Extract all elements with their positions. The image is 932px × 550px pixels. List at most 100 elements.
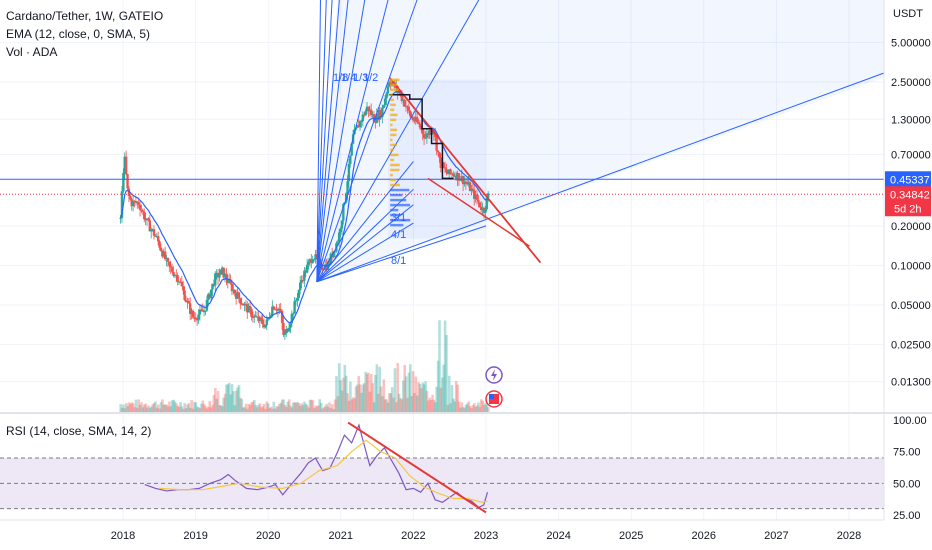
candle-body bbox=[176, 275, 179, 282]
volume-bar bbox=[145, 407, 149, 413]
candle-body bbox=[236, 292, 239, 299]
candle-body bbox=[166, 258, 170, 262]
fan-ratio-label: 3/1 bbox=[391, 212, 406, 224]
candle-body bbox=[200, 309, 203, 311]
candle-body bbox=[486, 193, 490, 198]
rsi-trendline bbox=[347, 421, 487, 514]
candle-body bbox=[479, 206, 483, 211]
candle-body bbox=[186, 301, 189, 303]
candle-body bbox=[413, 120, 416, 122]
volume-bar bbox=[294, 403, 298, 413]
volume-profile-bar bbox=[390, 103, 396, 107]
candle-body bbox=[385, 93, 388, 99]
candle-body bbox=[243, 303, 246, 306]
candle-body bbox=[356, 125, 359, 128]
volume-bar bbox=[399, 398, 402, 413]
rsi-legend[interactable]: RSI (14, close, SMA, 14, 2) bbox=[6, 424, 152, 438]
rsi-tick-label: 75.00 bbox=[893, 447, 921, 459]
volume-profile-bar bbox=[390, 203, 411, 207]
symbol-legend[interactable]: Cardano/Tether, 1W, GATEIO bbox=[6, 9, 164, 23]
candle-body bbox=[283, 333, 287, 335]
volume-bar bbox=[447, 375, 451, 413]
event-icons[interactable] bbox=[485, 366, 503, 408]
volume-bar bbox=[170, 400, 174, 413]
candle-body bbox=[205, 299, 209, 311]
volume-bar bbox=[404, 376, 408, 413]
candle-body bbox=[251, 316, 255, 318]
candle-body bbox=[266, 317, 270, 320]
candle-body bbox=[138, 204, 142, 210]
volume-bar bbox=[392, 397, 395, 413]
candle-body bbox=[141, 210, 145, 212]
drawings[interactable]: 1/81/41/31/2 3/1 4/1 8/1 bbox=[0, 0, 885, 283]
volume-bar bbox=[468, 406, 472, 413]
time-tick-label: 2023 bbox=[474, 530, 498, 542]
volume-bar bbox=[434, 402, 437, 413]
candle-body bbox=[201, 309, 204, 312]
fan-ratio-label: 8/1 bbox=[391, 255, 406, 267]
volume-bar bbox=[234, 390, 238, 413]
volume-bar bbox=[466, 403, 469, 413]
lightning-icon-glyph bbox=[491, 369, 497, 381]
volume-bar bbox=[197, 407, 200, 413]
candle-body bbox=[194, 317, 197, 320]
volume-bar bbox=[303, 401, 306, 413]
volume-bar bbox=[211, 404, 214, 413]
volume-bar bbox=[396, 363, 400, 413]
candle-body bbox=[187, 301, 190, 304]
candle-body bbox=[279, 309, 282, 311]
volume-bar bbox=[425, 390, 429, 413]
candle-body bbox=[225, 273, 228, 280]
volume-bar bbox=[356, 384, 359, 413]
candle-body bbox=[457, 173, 461, 181]
candle-body bbox=[211, 283, 214, 290]
candle-body bbox=[436, 150, 440, 153]
volume-bar bbox=[168, 401, 171, 413]
volume-bar bbox=[289, 405, 292, 413]
volume-profile-bar bbox=[390, 138, 393, 142]
volume-bar bbox=[411, 371, 415, 413]
volume-bar bbox=[403, 365, 407, 413]
volume-bar bbox=[478, 406, 482, 413]
fan-ratio-label: 1/8 bbox=[333, 72, 348, 84]
volume-bar bbox=[432, 399, 436, 413]
volume-bar bbox=[141, 407, 145, 413]
volume-profile-bar bbox=[390, 178, 396, 182]
candle-body bbox=[239, 298, 242, 304]
candle-body bbox=[369, 109, 373, 115]
candle-body bbox=[122, 173, 125, 192]
rsi-tick-label: 100.00 bbox=[893, 415, 927, 427]
volume-bar bbox=[333, 399, 337, 413]
candle-body bbox=[230, 283, 234, 292]
volume-legend[interactable]: Vol · ADA bbox=[6, 45, 58, 59]
fan-ray bbox=[316, 0, 327, 282]
volume-bar bbox=[406, 397, 409, 413]
volume-bar bbox=[236, 387, 239, 413]
volume-bar bbox=[143, 404, 146, 413]
volume-bar bbox=[326, 406, 330, 413]
candle-body bbox=[438, 152, 441, 158]
candle-body bbox=[223, 273, 227, 278]
candle-body bbox=[226, 279, 229, 284]
candle-body bbox=[156, 236, 160, 242]
volume-bar bbox=[424, 381, 427, 413]
price-tick-label: 0.01300 bbox=[891, 377, 931, 389]
volume-bar bbox=[126, 406, 129, 413]
fan-ray bbox=[316, 0, 349, 282]
fan-ratio-label: 4/1 bbox=[391, 229, 406, 241]
volume-bar bbox=[255, 407, 259, 413]
ema-legend[interactable]: EMA (12, close, 0, SMA, 5) bbox=[6, 27, 151, 41]
candle-body bbox=[154, 235, 157, 237]
fan-ray bbox=[316, 0, 333, 282]
candle-body bbox=[381, 107, 384, 117]
price-tick-label: 0.10000 bbox=[891, 260, 931, 272]
volume-bar bbox=[393, 368, 397, 413]
candle-body bbox=[310, 259, 313, 264]
volume-bar bbox=[202, 404, 206, 413]
candle-body bbox=[428, 129, 431, 136]
fan-zone-fill bbox=[316, 0, 884, 282]
candle-body bbox=[424, 137, 427, 139]
volume-bar bbox=[190, 400, 193, 413]
candle-body bbox=[227, 279, 231, 284]
